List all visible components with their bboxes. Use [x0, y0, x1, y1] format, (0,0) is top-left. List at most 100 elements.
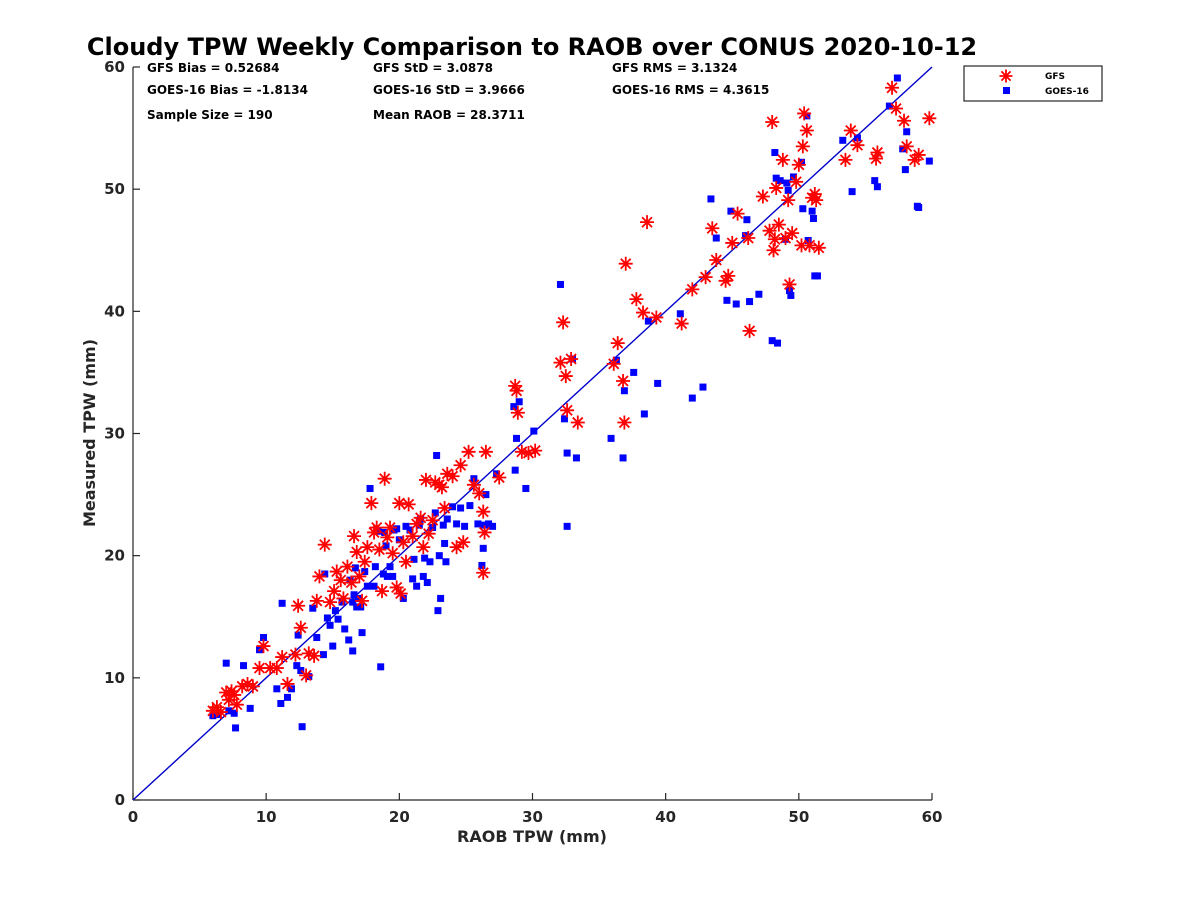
goes-16-point: [240, 662, 248, 670]
gfs-point: [478, 444, 493, 459]
gfs-point: [309, 593, 324, 608]
goes-16-point: [232, 724, 240, 732]
x-axis-ticks: 0 10 20 30 40 50 60: [128, 793, 943, 826]
goes-16-point: [556, 280, 564, 288]
gfs-point: [347, 529, 362, 544]
gfs-point: [674, 316, 689, 331]
stat-gfs-std: GFS StD = 3.0878: [373, 61, 493, 75]
goes-16-point: [431, 509, 439, 517]
goes-16-point: [230, 709, 238, 717]
gfs-point: [245, 679, 260, 694]
gfs-point: [323, 595, 338, 610]
y-tick-label: 10: [104, 669, 125, 687]
goes-16-point: [513, 434, 521, 442]
gfs-point: [870, 145, 885, 160]
gfs-point: [897, 113, 912, 128]
goes-16-point: [449, 503, 457, 511]
gfs-point: [269, 661, 284, 676]
gfs-point: [416, 540, 431, 555]
gfs-point: [509, 383, 524, 398]
goes-16-point: [225, 707, 233, 715]
goes-16-point: [839, 136, 847, 144]
goes-16-point: [349, 647, 357, 655]
gfs-point: [418, 472, 433, 487]
stat-goes-rms: GOES-16 RMS = 4.3615: [612, 83, 769, 97]
stat-goes-std: GOES-16 StD = 3.9666: [373, 83, 525, 97]
gfs-point: [802, 238, 817, 253]
gfs-point: [528, 443, 543, 458]
gfs-point: [618, 256, 633, 271]
x-tick-label: 60: [922, 808, 943, 826]
gfs-point: [280, 676, 295, 691]
goes-16-point: [351, 564, 359, 572]
gfs-point: [899, 139, 914, 154]
gfs-point: [606, 356, 621, 371]
gfs-point: [765, 114, 780, 129]
gfs-point: [809, 193, 824, 208]
goes-16-point: [435, 552, 443, 560]
gfs-point: [869, 151, 884, 166]
goes-16-point: [377, 663, 385, 671]
gfs-point: [389, 580, 404, 595]
gfs-point: [252, 661, 267, 676]
goes-16-point: [783, 179, 791, 187]
legend-box: [963, 65, 1103, 102]
goes-16-point: [474, 520, 482, 528]
gfs-point: [570, 415, 585, 430]
legend-goes-square-icon: [1003, 87, 1010, 94]
goes-16-point: [341, 625, 349, 633]
goes-16-point: [437, 594, 445, 602]
gfs-point: [301, 646, 316, 661]
goes-16-point: [357, 603, 365, 611]
gfs-point: [299, 668, 314, 683]
stat-mean-raob: Mean RAOB = 28.3711: [373, 108, 525, 122]
goes-16-point: [723, 296, 731, 304]
gfs-point: [767, 232, 782, 247]
gfs-point: [685, 282, 700, 297]
gfs-point: [476, 504, 491, 519]
goes-16-point: [530, 427, 538, 435]
gfs-point: [616, 373, 631, 388]
gfs-point: [843, 123, 858, 138]
goes-16-point: [383, 572, 391, 580]
goes-16-point: [873, 183, 881, 191]
goes-16-point: [732, 300, 740, 308]
goes-16-point: [329, 642, 337, 650]
goes-16-point: [771, 149, 779, 157]
y-tick-label: 0: [115, 791, 125, 809]
goes-16-point: [421, 554, 429, 562]
legend-gfs-asterisk-icon: [999, 69, 1013, 83]
gfs-point: [889, 101, 904, 116]
gfs-point: [797, 106, 812, 121]
gfs-point: [785, 226, 800, 241]
gfs-point: [393, 586, 408, 601]
goes-16-point: [298, 723, 306, 731]
goes-16-point: [350, 591, 358, 599]
y-tick-label: 50: [104, 180, 125, 198]
x-tick-label: 20: [389, 808, 410, 826]
gfs-point: [514, 444, 529, 459]
gfs-point: [409, 516, 424, 531]
goes-16-point: [787, 291, 795, 299]
gfs-point: [434, 480, 449, 495]
gfs-point: [789, 174, 804, 189]
goes-16-point: [699, 383, 707, 391]
statistics-block: GFS Bias = 0.52684 GFS StD = 3.0878 GFS …: [147, 61, 769, 122]
goes-16-point: [768, 337, 776, 345]
gfs-point: [219, 685, 234, 700]
gfs-point: [377, 471, 392, 486]
goes-16-point: [654, 379, 662, 387]
goes-16-point: [423, 579, 431, 587]
goes-16-point: [489, 522, 497, 530]
gfs-point: [369, 520, 384, 535]
gfs-point: [782, 277, 797, 292]
goes-16-point: [386, 563, 394, 571]
y-tick-label: 30: [104, 425, 125, 443]
goes-16-point: [899, 145, 907, 153]
gfs-point: [227, 687, 242, 702]
goes-16-point: [790, 173, 798, 181]
gfs-point: [709, 253, 724, 268]
goes-16-point: [712, 234, 720, 242]
goes-16-point: [319, 651, 327, 659]
